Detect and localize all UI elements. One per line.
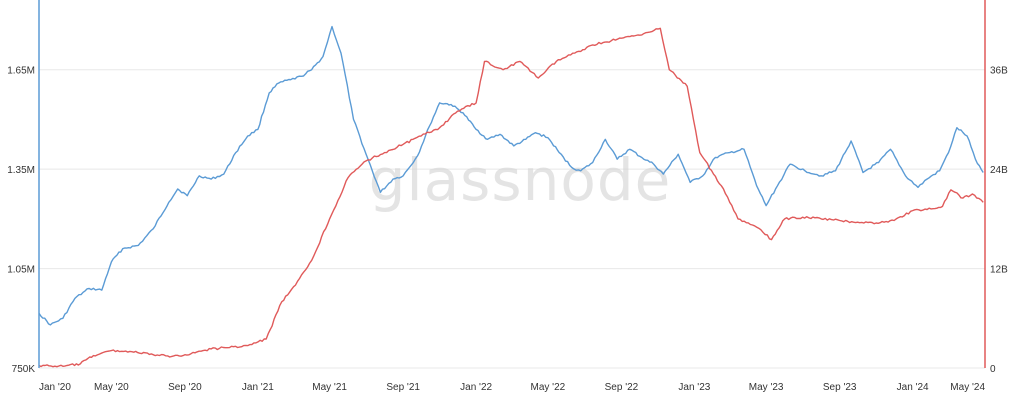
blue-series-line [38,25,984,326]
watermark-logo: glassnode [369,146,672,214]
x-tick-label: Sep '22 [605,382,639,393]
x-tick-label: Sep '23 [823,382,857,393]
right-axis-ticks: 0 12B 24B 36B [990,66,1008,375]
x-tick-label: Jan '21 [242,382,274,393]
x-tick-label: May '23 [749,382,784,393]
x-tick-label: Sep '21 [386,382,420,393]
series-layer [38,25,984,368]
left-tick-label: 1.65M [7,66,35,77]
x-tick-label: Sep '20 [168,382,202,393]
right-tick-label: 12B [990,265,1008,276]
x-tick-label: May '21 [312,382,347,393]
x-tick-label: Jan '24 [897,382,929,393]
right-tick-label: 24B [990,165,1008,176]
x-tick-label: Jan '20 [39,382,71,393]
left-tick-label: 750K [12,364,36,375]
left-axis-ticks: 750K 1.05M 1.35M 1.65M [7,66,35,375]
x-tick-label: Jan '22 [460,382,492,393]
left-tick-label: 1.05M [7,265,35,276]
x-tick-label: May '22 [531,382,566,393]
right-tick-label: 0 [990,364,996,375]
left-tick-label: 1.35M [7,165,35,176]
x-tick-label: Jan '23 [678,382,710,393]
x-tick-label: May '20 [94,382,129,393]
x-tick-label: May '24 [950,382,985,393]
gridlines [39,69,985,369]
x-axis-ticks: Jan '20 May '20 Sep '20 Jan '21 May '21 Sep '… [39,382,985,393]
right-tick-label: 36B [990,66,1008,77]
red-series-line [38,27,984,368]
